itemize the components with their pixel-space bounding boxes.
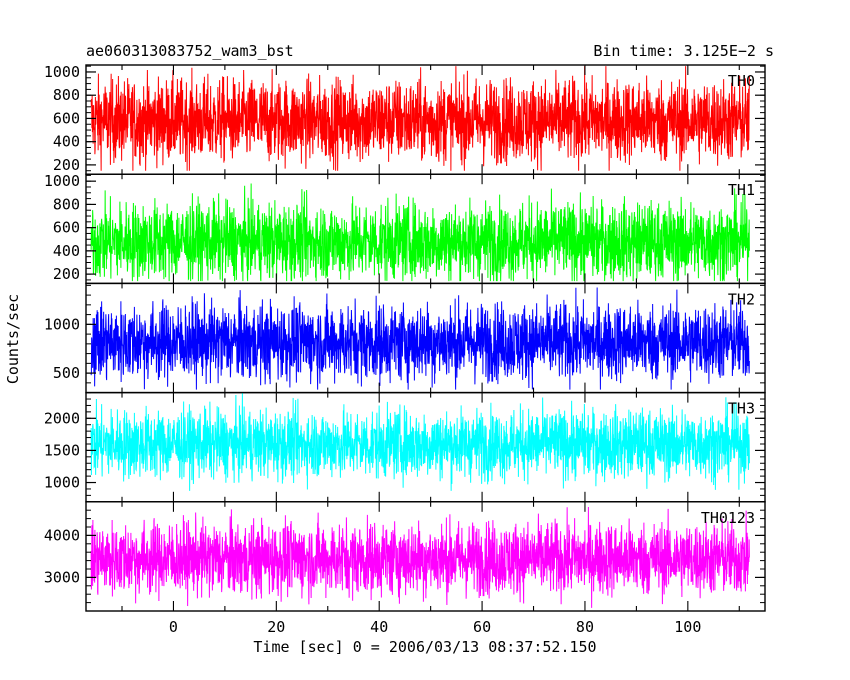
y-tick-label: 800 — [53, 86, 80, 104]
y-tick-label: 1000 — [44, 315, 80, 333]
y-axis-label: Counts/sec — [4, 293, 22, 385]
series-line-th3 — [90, 393, 750, 491]
y-tick-label: 200 — [53, 156, 80, 174]
series-line-th2 — [90, 287, 750, 390]
series-line-th1 — [90, 183, 750, 282]
panel-frame-th0123 — [85, 501, 766, 612]
y-tick-label: 400 — [53, 242, 80, 260]
panel-label-th0: TH0 — [728, 72, 755, 90]
x-tick-label: 100 — [674, 618, 701, 636]
x-tick-label: 40 — [370, 618, 388, 636]
panel-label-th3: TH3 — [728, 400, 755, 418]
y-tick-label: 1000 — [44, 474, 80, 492]
y-tick-label: 600 — [53, 219, 80, 237]
series-line-th0123 — [90, 506, 750, 608]
y-tick-label: 600 — [53, 109, 80, 127]
y-tick-label: 1000 — [44, 63, 80, 81]
y-tick-label: 1500 — [44, 441, 80, 459]
y-tick-label: 500 — [53, 364, 80, 382]
x-tick-label: 20 — [267, 618, 285, 636]
y-tick-label: 4000 — [44, 526, 80, 544]
y-tick-label: 2000 — [44, 409, 80, 427]
x-tick-label: 60 — [473, 618, 491, 636]
y-tick-label: 400 — [53, 133, 80, 151]
y-tick-label: 800 — [53, 195, 80, 213]
y-tick-label: 3000 — [44, 568, 80, 586]
panel-label-th0123: TH0123 — [701, 509, 755, 527]
y-tick-label: 1000 — [44, 172, 80, 190]
y-tick-label: 200 — [53, 265, 80, 283]
x-axis-label: Time [sec] 0 = 2006/03/13 08:37:52.150 — [253, 638, 597, 656]
panel-label-th1: TH1 — [728, 181, 755, 199]
chart-title: ae060313083752_wam3_bst — [86, 42, 294, 60]
bin-time-label: Bin time: 3.125E−2 s — [593, 42, 774, 60]
panel-label-th2: TH2 — [728, 290, 755, 308]
x-tick-label: 80 — [576, 618, 594, 636]
x-tick-label: 0 — [169, 618, 178, 636]
series-line-th0 — [90, 66, 750, 171]
